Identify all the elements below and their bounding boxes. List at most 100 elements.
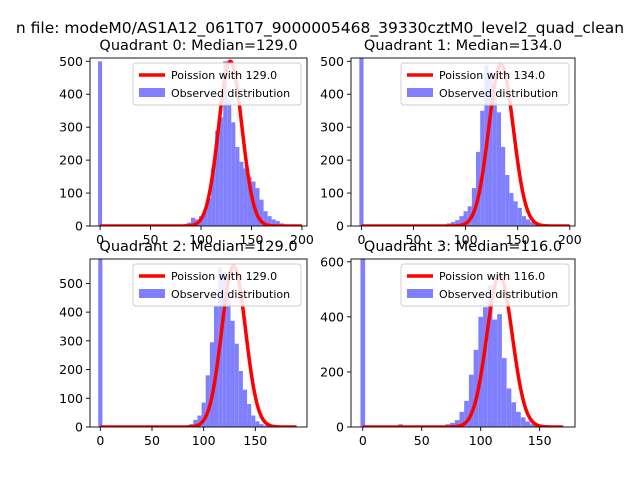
hist-bar	[247, 176, 252, 226]
subplot-title: Quadrant 3: Median=116.0	[364, 239, 562, 255]
x-tick-label: 0	[357, 232, 365, 247]
hist-bar	[450, 422, 455, 427]
legend: Poission with 116.0 Observed distribution	[400, 263, 570, 307]
subplot-title: Quadrant 0: Median=129.0	[99, 38, 297, 54]
hist-bar	[488, 71, 493, 226]
y-tick-label: 500	[59, 276, 83, 291]
x-tick-label: 150	[528, 433, 552, 448]
legend-poisson-label: Poission with 134.0	[439, 69, 545, 82]
hist-bar	[215, 130, 220, 226]
hist-bar	[496, 112, 502, 226]
hist-bar	[454, 420, 460, 427]
hist-bar	[517, 207, 522, 226]
axes-frame	[350, 57, 576, 227]
hist-bar	[231, 122, 236, 226]
hist-bar	[467, 206, 472, 226]
legend-hist-label: Observed distribution	[439, 87, 558, 100]
hist-bar	[219, 117, 224, 226]
hist-bar	[190, 217, 195, 226]
legend-box	[132, 62, 302, 106]
hist-bar	[201, 402, 206, 427]
hist-bar	[492, 319, 498, 427]
hist-bar	[259, 199, 264, 226]
hist-bar	[483, 307, 488, 427]
poisson-curve	[99, 264, 298, 427]
legend-hist-swatch	[139, 289, 165, 298]
y-tick-label: 500	[59, 54, 83, 69]
hist-bar	[468, 374, 474, 427]
legend-poisson-label: Poission with 129.0	[171, 270, 277, 283]
legend-hist-swatch	[139, 88, 165, 97]
x-tick-label: 50	[406, 232, 422, 247]
x-tick-label: 150	[240, 232, 264, 247]
y-tick-label: 200	[59, 153, 83, 168]
hist-bar	[98, 259, 103, 427]
hist-bar	[197, 415, 202, 427]
x-tick-label: 200	[558, 232, 582, 247]
hist-bar	[455, 220, 460, 226]
x-tick-label: 50	[144, 433, 160, 448]
hist-bar	[227, 99, 232, 226]
hist-bar	[526, 219, 531, 226]
hist-bar	[487, 285, 493, 427]
hist-bar	[464, 400, 469, 427]
hist-bar	[360, 259, 366, 427]
hist-bar	[492, 97, 497, 226]
y-tick-label: 300	[59, 120, 83, 135]
poisson-curve	[360, 62, 572, 226]
subplot-0: 0 50 100 150 200 0 100 200 300 400 500 Quadrant 0: …	[59, 38, 314, 247]
x-tick-label: 50	[414, 433, 430, 448]
hist-bar	[255, 421, 260, 427]
legend-hist-swatch	[407, 88, 433, 97]
hist-bar	[459, 411, 465, 427]
x-tick-label: 50	[143, 232, 159, 247]
hist-bar	[209, 342, 214, 427]
y-tick-label: 100	[59, 391, 83, 406]
hist-bar	[230, 320, 235, 427]
hist-bar	[247, 404, 252, 427]
hist-bar	[275, 221, 280, 226]
hist-bar	[255, 188, 260, 226]
y-tick-label: 400	[320, 87, 344, 102]
legend: Poission with 134.0 Observed distribution	[400, 62, 570, 106]
plot-area	[359, 58, 572, 226]
x-tick-label: 100	[469, 433, 493, 448]
legend: Poission with 129.0 Observed distribution	[132, 62, 302, 106]
legend-box	[400, 62, 570, 106]
axes-frame	[89, 57, 308, 227]
legend: Poission with 129.0 Observed distribution	[132, 263, 302, 307]
hist-bar	[501, 358, 507, 427]
legend-hist-label: Observed distribution	[171, 87, 290, 100]
plot-area	[98, 259, 298, 427]
legend-box	[132, 263, 302, 307]
y-tick-label: 0	[336, 219, 344, 234]
hist-bar	[263, 211, 268, 226]
y-tick-label: 300	[320, 120, 344, 135]
hist-bar	[203, 211, 208, 226]
hist-bar	[242, 389, 248, 427]
x-tick-label: 100	[454, 232, 478, 247]
hist-bar	[243, 168, 248, 226]
hist-bar	[511, 402, 517, 427]
y-tick-label: 400	[59, 87, 83, 102]
y-tick-label: 0	[75, 219, 83, 234]
y-tick-label: 100	[320, 186, 344, 201]
hist-bar	[207, 198, 212, 226]
hist-bar	[530, 424, 535, 427]
y-tick-label: 400	[59, 305, 83, 320]
hist-bar	[520, 417, 526, 427]
hist-bar	[234, 343, 239, 427]
axes-frame	[89, 258, 308, 428]
hist-bar	[476, 151, 481, 226]
hist-bar	[251, 415, 256, 427]
hist-bar	[259, 424, 264, 427]
hist-bar	[239, 161, 244, 226]
hist-bar	[473, 349, 479, 427]
y-tick-label: 400	[320, 309, 344, 324]
x-tick-label: 150	[506, 232, 530, 247]
x-tick-label: 200	[290, 232, 314, 247]
hist-bar	[222, 271, 227, 427]
hist-bar	[238, 371, 243, 427]
